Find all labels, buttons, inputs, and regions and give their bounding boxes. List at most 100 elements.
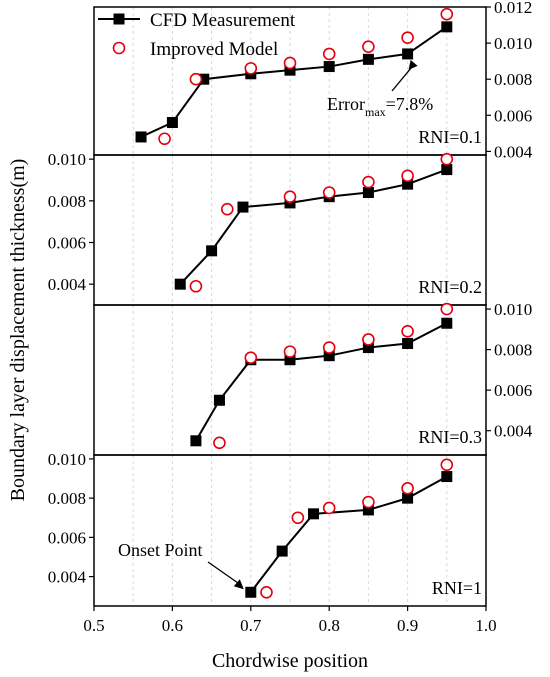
- panel-label: RNI=0.3: [418, 427, 482, 447]
- cfd-point: [276, 545, 288, 557]
- legend-label: CFD Measurement: [150, 10, 296, 31]
- model-point: [401, 169, 414, 183]
- model-point: [220, 202, 234, 216]
- model-point: [283, 345, 297, 358]
- error-arrow-head: [408, 59, 418, 70]
- y-tick-label: 0.008: [494, 341, 532, 360]
- y-tick-label: 0.004: [48, 568, 87, 587]
- model-point: [244, 351, 258, 365]
- y-tick-label: 0.008: [48, 489, 86, 508]
- model-point: [362, 175, 375, 189]
- model-point: [440, 302, 454, 316]
- y-tick-label: 0.008: [48, 192, 86, 211]
- cfd-line: [195, 322, 448, 442]
- y-tick-label: 0.004: [494, 142, 533, 161]
- cfd-point: [441, 471, 453, 483]
- x-tick-label: 0.5: [83, 616, 104, 635]
- cfd-point: [135, 131, 147, 143]
- cfd-line: [179, 168, 448, 285]
- model-point: [244, 62, 258, 75]
- error-annotation-prefix: Error: [327, 94, 365, 114]
- x-axis-label: Chordwise position: [212, 650, 368, 672]
- cfd-point: [441, 21, 453, 33]
- cfd-point: [362, 504, 374, 516]
- model-point: [401, 325, 414, 338]
- y-tick-label: 0.008: [494, 70, 532, 89]
- legend: CFD Measurement Improved Model: [98, 10, 296, 60]
- series-layer: [135, 7, 454, 599]
- y-tick-label: 0.004: [494, 422, 533, 441]
- cfd-point: [198, 73, 210, 85]
- cfd-point: [362, 187, 374, 198]
- cfd-point: [402, 178, 414, 190]
- model-point: [322, 47, 336, 61]
- y-tick-label: 0.010: [48, 450, 86, 469]
- cfd-point: [323, 350, 335, 362]
- model-point: [260, 585, 273, 599]
- x-tick-label: 0.7: [240, 616, 262, 635]
- y-axis-label: Boundary layer displacement thickness(m): [7, 159, 29, 502]
- y-tick-label: 0.010: [494, 300, 532, 319]
- panel-label: RNI=0.2: [418, 277, 482, 297]
- panel-frame: [93, 454, 487, 607]
- cfd-point: [284, 354, 296, 366]
- x-tick-label: 0.8: [319, 616, 340, 635]
- x-tick-label: 0.9: [397, 616, 418, 635]
- model-point: [440, 458, 454, 472]
- cfd-point: [284, 64, 296, 76]
- y-tick-label: 0.006: [48, 234, 86, 253]
- panel-label: RNI=0.1: [418, 127, 482, 147]
- cfd-point: [402, 338, 414, 350]
- onset-arrow-head: [233, 579, 244, 590]
- model-point: [189, 279, 203, 293]
- cfd-point: [362, 342, 374, 354]
- legend-model-marker: [112, 41, 126, 55]
- cfd-point: [237, 201, 249, 213]
- legend-label: Improved Model: [150, 39, 278, 60]
- model-point: [213, 436, 226, 450]
- panel-label: RNI=1: [432, 578, 482, 598]
- panel-labels: RNI=0.1 RNI=0.2 RNI=0.3 RNI=1: [418, 127, 482, 598]
- model-point: [440, 152, 454, 166]
- model-point: [291, 511, 305, 525]
- cfd-point: [402, 492, 414, 504]
- panel-frames: [93, 6, 487, 607]
- y-tick-label: 0.010: [48, 150, 86, 169]
- error-annotation-sub: max: [365, 105, 386, 119]
- model-point: [322, 341, 336, 354]
- model-point: [322, 186, 336, 199]
- onset-annotation: Onset Point: [118, 540, 203, 560]
- model-point: [401, 31, 414, 44]
- x-tick-label: 1.0: [475, 616, 496, 635]
- cfd-point: [174, 278, 186, 290]
- cfd-point: [166, 117, 178, 129]
- onset-arrow: [207, 561, 241, 585]
- model-point: [283, 190, 297, 203]
- x-tick-label: 0.6: [162, 616, 183, 635]
- model-point: [440, 7, 454, 21]
- cfd-point: [245, 586, 257, 598]
- tick-layer: 0.5 0.6 0.7 0.8 0.9 1.0 0.004 0.006 0.008 0.010 0.…: [48, 0, 533, 635]
- y-tick-label: 0.010: [494, 34, 532, 53]
- model-point: [401, 482, 414, 495]
- model-point: [362, 495, 375, 509]
- cfd-point: [206, 245, 218, 257]
- model-point: [362, 333, 375, 346]
- cfd-point: [213, 394, 225, 406]
- y-tick-label: 0.012: [494, 0, 532, 17]
- cfd-point: [441, 317, 453, 329]
- cfd-point: [323, 61, 335, 73]
- model-point: [283, 56, 297, 70]
- y-tick-label: 0.006: [48, 528, 86, 547]
- cfd-point: [190, 435, 202, 447]
- y-tick-label: 0.006: [494, 381, 532, 400]
- legend-cfd-marker: [113, 13, 125, 25]
- model-point: [362, 40, 375, 54]
- cfd-point: [441, 164, 453, 176]
- model-point: [189, 72, 203, 86]
- error-annotation-suffix: =7.8%: [386, 94, 434, 114]
- cfd-line: [250, 475, 448, 593]
- cfd-point: [402, 48, 414, 60]
- error-annotation: Errormax=7.8%: [327, 94, 433, 119]
